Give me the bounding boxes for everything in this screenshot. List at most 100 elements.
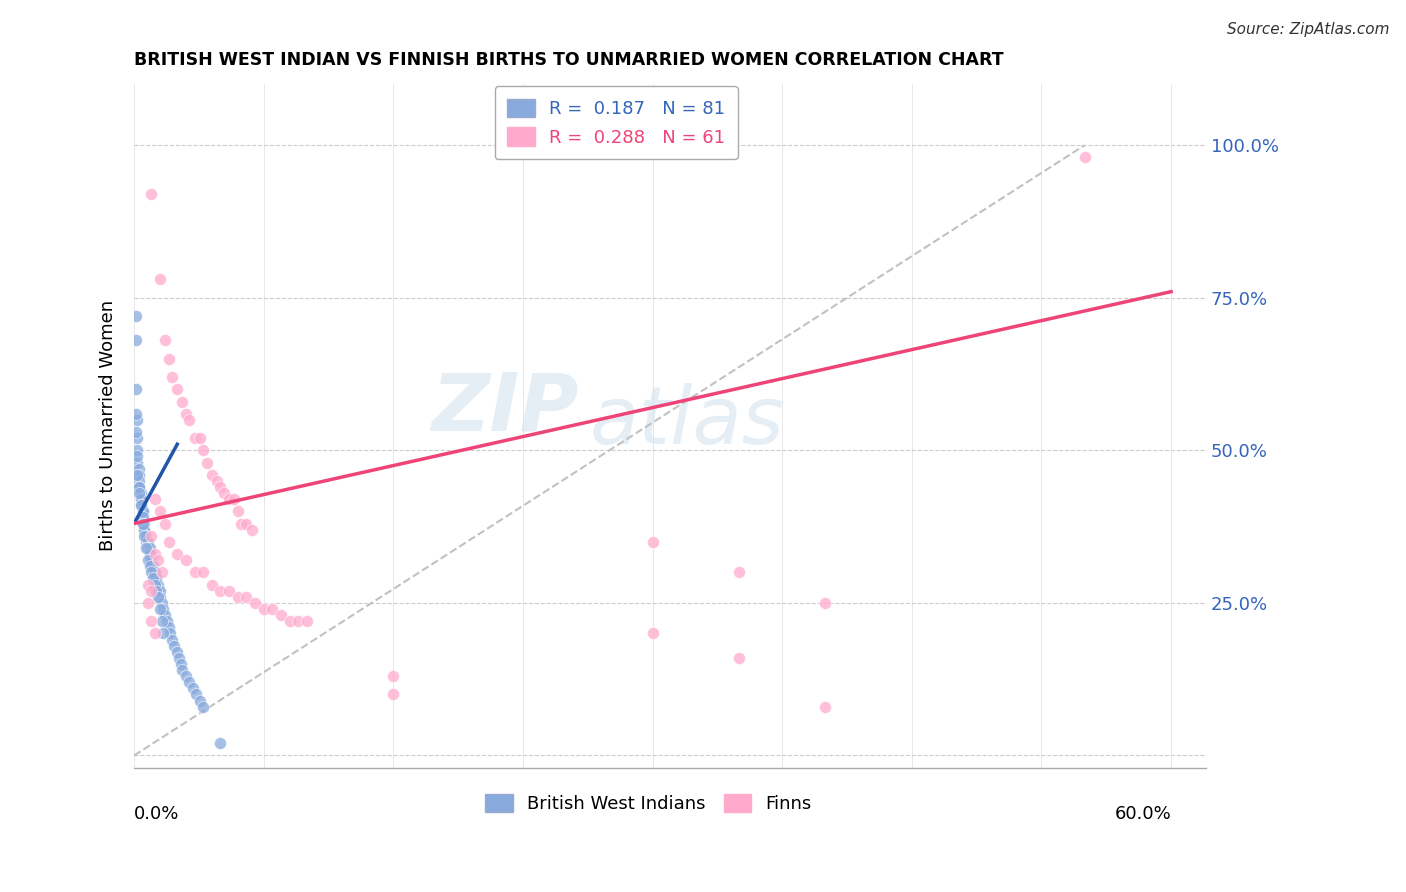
Point — [136, 553, 159, 567]
Point — [136, 534, 159, 549]
Point — [166, 382, 188, 396]
Point — [1073, 150, 1095, 164]
Point — [157, 351, 180, 366]
Point — [641, 534, 664, 549]
Point — [295, 614, 318, 628]
Point — [148, 590, 170, 604]
Point — [382, 669, 405, 683]
Point — [167, 650, 190, 665]
Point — [226, 590, 249, 604]
Point — [143, 626, 166, 640]
Point — [166, 547, 188, 561]
Point — [149, 602, 172, 616]
Point — [174, 553, 197, 567]
Point — [150, 566, 173, 580]
Point — [131, 516, 153, 531]
Point — [231, 516, 253, 531]
Point — [127, 456, 149, 470]
Point — [240, 523, 263, 537]
Point — [136, 596, 159, 610]
Point — [262, 602, 284, 616]
Point — [142, 559, 165, 574]
Point — [125, 309, 148, 323]
Point — [134, 516, 156, 531]
Point — [181, 681, 204, 696]
Point — [128, 467, 150, 482]
Point — [157, 620, 180, 634]
Point — [128, 474, 150, 488]
Point — [157, 534, 180, 549]
Text: ZIP: ZIP — [432, 370, 579, 448]
Point — [129, 486, 152, 500]
Point — [143, 566, 166, 580]
Point — [253, 602, 276, 616]
Point — [174, 669, 197, 683]
Point — [153, 608, 176, 623]
Point — [125, 334, 148, 348]
Point — [149, 504, 172, 518]
Point — [148, 553, 170, 567]
Point — [143, 566, 166, 580]
Point — [814, 596, 837, 610]
Point — [135, 534, 157, 549]
Point — [141, 186, 163, 201]
Point — [127, 413, 149, 427]
Point — [125, 382, 148, 396]
Point — [128, 480, 150, 494]
Point — [191, 443, 214, 458]
Point — [148, 577, 170, 591]
Point — [152, 626, 174, 640]
Point — [287, 614, 309, 628]
Point — [174, 407, 197, 421]
Point — [141, 566, 163, 580]
Point — [138, 559, 160, 574]
Point — [150, 614, 173, 628]
Point — [129, 498, 152, 512]
Point — [134, 523, 156, 537]
Point — [141, 614, 163, 628]
Point — [159, 626, 181, 640]
Point — [226, 504, 249, 518]
Point — [212, 486, 235, 500]
Point — [160, 632, 183, 647]
Point — [218, 583, 240, 598]
Point — [172, 394, 194, 409]
Point — [278, 614, 301, 628]
Point — [125, 407, 148, 421]
Point — [149, 590, 172, 604]
Point — [127, 450, 149, 464]
Point — [136, 541, 159, 555]
Point — [141, 553, 163, 567]
Point — [149, 272, 172, 286]
Point — [235, 590, 257, 604]
Y-axis label: Births to Unmarried Women: Births to Unmarried Women — [100, 301, 117, 551]
Point — [134, 529, 156, 543]
Point — [382, 688, 405, 702]
Point — [149, 583, 172, 598]
Point — [163, 639, 186, 653]
Point — [153, 334, 176, 348]
Point — [728, 566, 751, 580]
Point — [136, 534, 159, 549]
Point — [125, 425, 148, 439]
Point — [143, 492, 166, 507]
Point — [209, 736, 232, 750]
Point — [153, 516, 176, 531]
Point — [191, 699, 214, 714]
Point — [183, 566, 205, 580]
Point — [270, 608, 292, 623]
Point — [127, 443, 149, 458]
Point — [179, 413, 201, 427]
Point — [195, 456, 218, 470]
Point — [183, 431, 205, 445]
Point — [150, 596, 173, 610]
Point — [152, 602, 174, 616]
Point — [160, 370, 183, 384]
Point — [201, 577, 224, 591]
Text: 0.0%: 0.0% — [134, 805, 180, 823]
Point — [205, 474, 228, 488]
Point — [141, 529, 163, 543]
Point — [224, 492, 246, 507]
Point — [170, 657, 193, 671]
Point — [179, 675, 201, 690]
